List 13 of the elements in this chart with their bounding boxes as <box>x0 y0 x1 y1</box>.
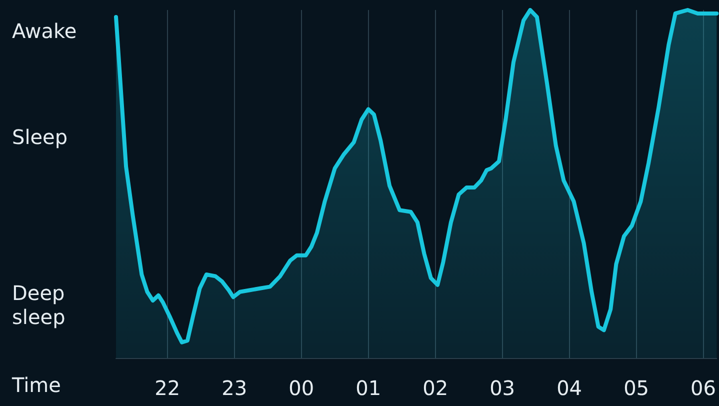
x-tick-label: 03 <box>490 376 516 400</box>
x-tick-label: 05 <box>624 376 650 400</box>
x-tick-label: 04 <box>556 376 582 400</box>
x-tick-label: 00 <box>288 376 314 400</box>
x-tick-label: 02 <box>422 376 448 400</box>
x-tick-label: 23 <box>222 376 248 400</box>
text: Deep sleep <box>12 281 72 329</box>
text: Sleep <box>12 125 68 149</box>
x-tick-label: 22 <box>154 376 180 400</box>
x-axis-title: Time <box>11 373 61 397</box>
text: Awake <box>12 19 77 43</box>
x-tick-label: 01 <box>356 376 382 400</box>
x-tick-label: 06 <box>690 376 716 400</box>
